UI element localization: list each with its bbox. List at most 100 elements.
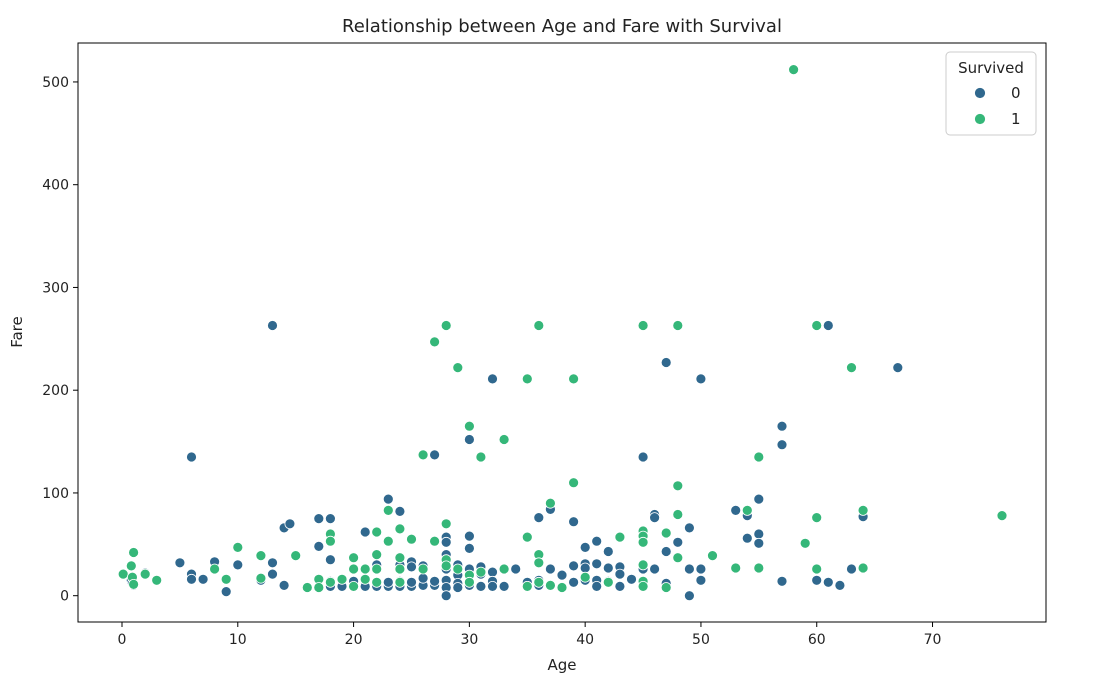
data-point-survived-0 bbox=[406, 561, 417, 573]
data-point-survived-0 bbox=[834, 580, 846, 591]
data-point-survived-0 bbox=[382, 576, 394, 588]
x-tick-label: 20 bbox=[345, 632, 363, 648]
data-point-survived-1 bbox=[394, 563, 406, 575]
data-point-survived-1 bbox=[660, 582, 672, 593]
data-point-survived-0 bbox=[626, 573, 637, 585]
data-point-survived-1 bbox=[568, 373, 579, 385]
data-point-survived-1 bbox=[579, 571, 591, 583]
data-point-survived-1 bbox=[382, 535, 394, 547]
data-point-survived-1 bbox=[394, 576, 406, 588]
data-point-survived-0 bbox=[591, 558, 603, 570]
data-point-survived-1 bbox=[440, 560, 452, 572]
data-point-survived-0 bbox=[394, 505, 406, 517]
data-point-survived-1 bbox=[313, 582, 325, 593]
y-tick-label: 300 bbox=[42, 280, 69, 296]
data-point-survived-0 bbox=[776, 575, 788, 587]
x-tick-label: 70 bbox=[924, 632, 942, 648]
data-point-survived-1 bbox=[232, 542, 244, 553]
data-point-survived-0 bbox=[487, 581, 498, 592]
x-tick-label: 60 bbox=[808, 632, 826, 648]
y-tick-label: 0 bbox=[60, 589, 69, 605]
data-point-survived-1 bbox=[672, 509, 684, 520]
data-point-survived-0 bbox=[498, 581, 510, 592]
y-tick-label: 100 bbox=[42, 486, 69, 502]
data-point-survived-0 bbox=[753, 493, 765, 505]
data-point-survived-0 bbox=[220, 586, 232, 597]
data-point-survived-0 bbox=[267, 320, 278, 331]
data-point-survived-1 bbox=[128, 547, 140, 558]
data-point-survived-0 bbox=[406, 576, 417, 588]
data-point-survived-0 bbox=[776, 439, 788, 451]
data-point-survived-1 bbox=[730, 562, 742, 574]
y-tick-label: 500 bbox=[42, 75, 69, 91]
data-point-survived-0 bbox=[197, 573, 209, 585]
x-tick-label: 40 bbox=[576, 632, 594, 648]
data-point-survived-0 bbox=[475, 581, 487, 592]
data-point-survived-0 bbox=[695, 574, 707, 586]
data-point-survived-0 bbox=[463, 543, 475, 554]
data-point-survived-0 bbox=[776, 420, 788, 432]
data-point-survived-0 bbox=[730, 504, 742, 516]
x-tick-label: 10 bbox=[229, 632, 247, 648]
legend: Survived 0 1 bbox=[945, 51, 1037, 136]
data-point-survived-1 bbox=[521, 581, 533, 592]
data-point-survived-0 bbox=[568, 560, 579, 572]
data-point-survived-1 bbox=[429, 336, 441, 348]
data-point-survived-0 bbox=[753, 537, 765, 549]
data-point-survived-1 bbox=[614, 531, 626, 543]
data-point-survived-1 bbox=[556, 582, 568, 593]
data-point-survived-0 bbox=[660, 546, 672, 557]
data-point-survived-1 bbox=[394, 552, 406, 564]
data-point-survived-1 bbox=[452, 362, 464, 374]
data-point-survived-0 bbox=[324, 554, 336, 566]
data-point-survived-0 bbox=[186, 451, 197, 463]
x-axis-label: Age bbox=[547, 656, 576, 674]
data-point-survived-1 bbox=[371, 526, 383, 538]
data-point-survived-0 bbox=[579, 562, 591, 574]
data-point-survived-0 bbox=[440, 536, 452, 548]
data-point-survived-0 bbox=[695, 373, 707, 385]
data-point-survived-0 bbox=[267, 557, 278, 569]
plot-frame bbox=[77, 42, 1047, 623]
data-point-survived-1 bbox=[533, 320, 545, 331]
data-point-survived-0 bbox=[660, 357, 672, 368]
data-point-survived-1 bbox=[463, 576, 475, 588]
data-point-survived-1 bbox=[440, 518, 452, 530]
data-point-survived-1 bbox=[498, 434, 510, 445]
x-tick-label: 0 bbox=[118, 632, 127, 648]
data-point-survived-1 bbox=[753, 451, 765, 463]
data-point-survived-1 bbox=[255, 550, 267, 561]
data-point-survived-0 bbox=[463, 434, 475, 445]
data-point-survived-1 bbox=[336, 573, 348, 585]
data-point-survived-1 bbox=[209, 563, 221, 575]
data-point-survived-1 bbox=[857, 504, 869, 516]
data-point-survived-0 bbox=[284, 518, 296, 530]
data-point-survived-0 bbox=[684, 522, 695, 534]
data-point-survived-1 bbox=[846, 362, 857, 374]
data-point-survived-1 bbox=[811, 563, 823, 575]
data-point-survived-0 bbox=[186, 573, 197, 585]
data-point-survived-1 bbox=[394, 523, 406, 535]
data-point-survived-1 bbox=[533, 557, 545, 569]
data-point-survived-1 bbox=[799, 537, 811, 549]
legend-title: Survived bbox=[958, 59, 1024, 77]
data-point-survived-1 bbox=[406, 533, 417, 545]
data-point-survived-0 bbox=[313, 541, 325, 552]
data-point-survived-1 bbox=[359, 573, 371, 585]
data-point-survived-1 bbox=[348, 581, 360, 592]
data-point-survived-1 bbox=[660, 527, 672, 539]
y-tick-label: 400 bbox=[42, 178, 69, 194]
data-point-survived-1 bbox=[475, 451, 487, 463]
data-point-survived-1 bbox=[371, 576, 383, 588]
data-point-survived-0 bbox=[614, 568, 626, 580]
data-point-survived-0 bbox=[463, 530, 475, 542]
data-point-survived-1 bbox=[521, 531, 533, 543]
legend-label-1: 1 bbox=[1011, 110, 1021, 128]
data-point-survived-0 bbox=[649, 512, 660, 523]
data-point-survived-0 bbox=[417, 572, 429, 584]
data-point-survived-1 bbox=[637, 559, 649, 571]
data-point-survived-0 bbox=[174, 557, 186, 569]
data-point-survived-1 bbox=[521, 373, 533, 385]
data-point-survived-1 bbox=[672, 552, 684, 564]
data-point-survived-1 bbox=[117, 568, 129, 580]
